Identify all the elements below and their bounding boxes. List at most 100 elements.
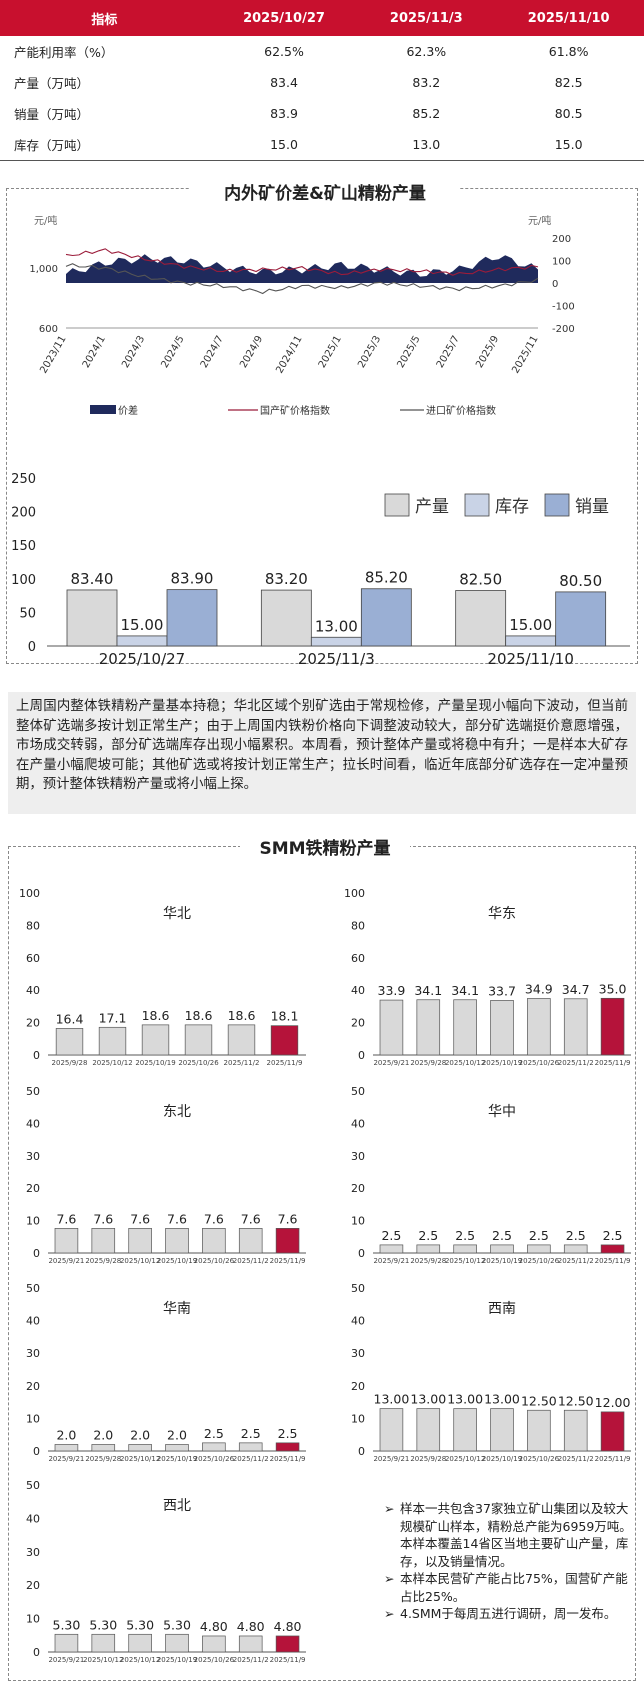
bar	[416, 1244, 441, 1254]
y-tick-label: 80	[351, 919, 365, 932]
bar-data-label: 4.80	[237, 1619, 265, 1634]
x-tick-label: 2025/9/21	[373, 1257, 409, 1265]
bar-data-label: 7.6	[204, 1211, 224, 1226]
legend-label: 库存	[495, 497, 529, 517]
bar-data-label: 4.80	[274, 1619, 302, 1634]
y-tick-label: 0	[358, 1049, 365, 1062]
x-tick-label: 2025/10/12	[445, 1059, 485, 1067]
x-tick-label: 2025/11/2	[233, 1257, 269, 1265]
x-tick-label: 2025/10/26	[194, 1455, 235, 1463]
x-tick-label: 2025/10/19	[482, 1257, 522, 1265]
bar	[563, 1409, 588, 1452]
y-right-tick-label: 0	[552, 279, 558, 290]
y-tick-label: 0	[33, 1646, 40, 1659]
bar-data-label: 13.00	[484, 1392, 520, 1407]
x-tick-label: 2025/9/21	[48, 1257, 84, 1265]
panel-title: 华东	[488, 906, 516, 922]
panel-title: 华北	[163, 906, 191, 922]
bar-data-label: 15.00	[509, 616, 552, 634]
y-tick-label: 0	[33, 1445, 40, 1458]
bar	[202, 1228, 226, 1254]
y-tick-label: 20	[351, 1182, 365, 1195]
x-tick-label: 2025/11/9	[270, 1656, 306, 1664]
x-tick-label: 2025/10/12	[120, 1656, 160, 1664]
bar-data-label: 2.0	[130, 1427, 150, 1442]
y-tick-label: 0	[358, 1247, 365, 1260]
x-tick-label: 2025/10/12	[445, 1257, 485, 1265]
x-tick-label: 2025/11/2	[558, 1455, 594, 1463]
bar	[128, 1633, 152, 1653]
table-cell: 15.0	[208, 129, 360, 161]
bar-data-label: 13.00	[447, 1392, 483, 1407]
y-tick-label: 30	[351, 1347, 365, 1360]
y-tick-label: 30	[26, 1347, 40, 1360]
y-tick-label: 150	[11, 539, 36, 554]
bar-data-label: 7.6	[93, 1211, 113, 1226]
note-item: ➢ 4.SMM于每周五进行调研，周一发布。	[384, 1605, 634, 1623]
bar	[238, 1228, 263, 1254]
bar	[128, 1444, 152, 1452]
y-tick-label: 100	[344, 887, 365, 900]
bar-销量	[166, 589, 218, 647]
table-header: 2025/10/27	[208, 0, 360, 36]
legend-label: 进口矿价格指数	[426, 404, 496, 417]
table-header: 2025/11/10	[493, 0, 644, 36]
bar	[379, 999, 404, 1056]
bar	[379, 1244, 404, 1254]
y-tick-label: 50	[26, 1282, 40, 1295]
bar	[453, 1408, 477, 1452]
note-text: 4.SMM于每周五进行调研，周一发布。	[400, 1606, 617, 1621]
x-tick-label: 2025/10/12	[120, 1257, 160, 1265]
bar	[54, 1633, 79, 1653]
bar	[600, 1244, 625, 1254]
y-tick-label: 250	[11, 472, 36, 487]
x-tick-label: 2025/11/9	[595, 1455, 631, 1463]
x-tick-label: 2025/10/26	[178, 1059, 219, 1067]
bar	[453, 999, 477, 1056]
bar-销量	[360, 588, 412, 647]
y-tick-label: 100	[19, 887, 40, 900]
x-tick-label: 2025/10/19	[157, 1656, 197, 1664]
x-tick-label: 2025/11/10	[487, 650, 573, 668]
x-tick-label: 2025/10/26	[194, 1656, 235, 1664]
y-tick-label: 20	[26, 1017, 40, 1030]
bar	[238, 1442, 263, 1452]
bar-data-label: 83.40	[71, 570, 114, 588]
x-tick-label: 2025/10/26	[194, 1257, 235, 1265]
bar	[600, 1411, 625, 1452]
bar-data-label: 2.5	[529, 1228, 549, 1243]
legend-label: 价差	[118, 404, 138, 417]
x-tick-label: 2025/10/19	[157, 1257, 197, 1265]
y-tick-label: 20	[351, 1380, 365, 1393]
table-cell: 13.0	[359, 129, 494, 161]
bar	[55, 1028, 84, 1056]
bar-data-label: 13.00	[315, 617, 358, 635]
x-tick-label: 2025/11/9	[267, 1059, 303, 1067]
bar-data-label: 18.1	[271, 1009, 299, 1024]
bar-data-label: 2.5	[418, 1228, 438, 1243]
x-tick-label: 2025/10/12	[120, 1455, 160, 1463]
table-header: 指标	[0, 0, 209, 36]
y-tick-label: 0	[33, 1247, 40, 1260]
bar-data-label: 15.00	[121, 616, 164, 634]
y-tick-label: 10	[351, 1412, 365, 1425]
x-tick-label: 2025/11/2	[558, 1059, 594, 1067]
bullet-arrow-icon: ➢	[384, 1501, 395, 1516]
bar-data-label: 80.50	[559, 572, 602, 590]
y-tick-label: 50	[26, 1085, 40, 1098]
x-tick-label: 2025/11/2	[233, 1455, 269, 1463]
bar-data-label: 12.00	[595, 1395, 631, 1410]
legend-swatch	[384, 493, 410, 517]
bar	[91, 1228, 116, 1254]
y-tick-label: 10	[26, 1215, 40, 1228]
bar	[490, 1408, 514, 1452]
y-right-tick-label: -200	[552, 324, 575, 335]
y-tick-label: 10	[351, 1215, 365, 1228]
x-tick-label: 2025/10/27	[99, 650, 185, 668]
x-tick-label: 2025/11/2	[558, 1257, 594, 1265]
y-tick-label: 30	[26, 1546, 40, 1559]
x-tick-label: 2025/10/19	[157, 1455, 197, 1463]
bar-data-label: 13.00	[410, 1392, 446, 1407]
y-tick-label: 60	[26, 952, 40, 965]
x-tick-label: 2025/10/26	[519, 1059, 560, 1067]
